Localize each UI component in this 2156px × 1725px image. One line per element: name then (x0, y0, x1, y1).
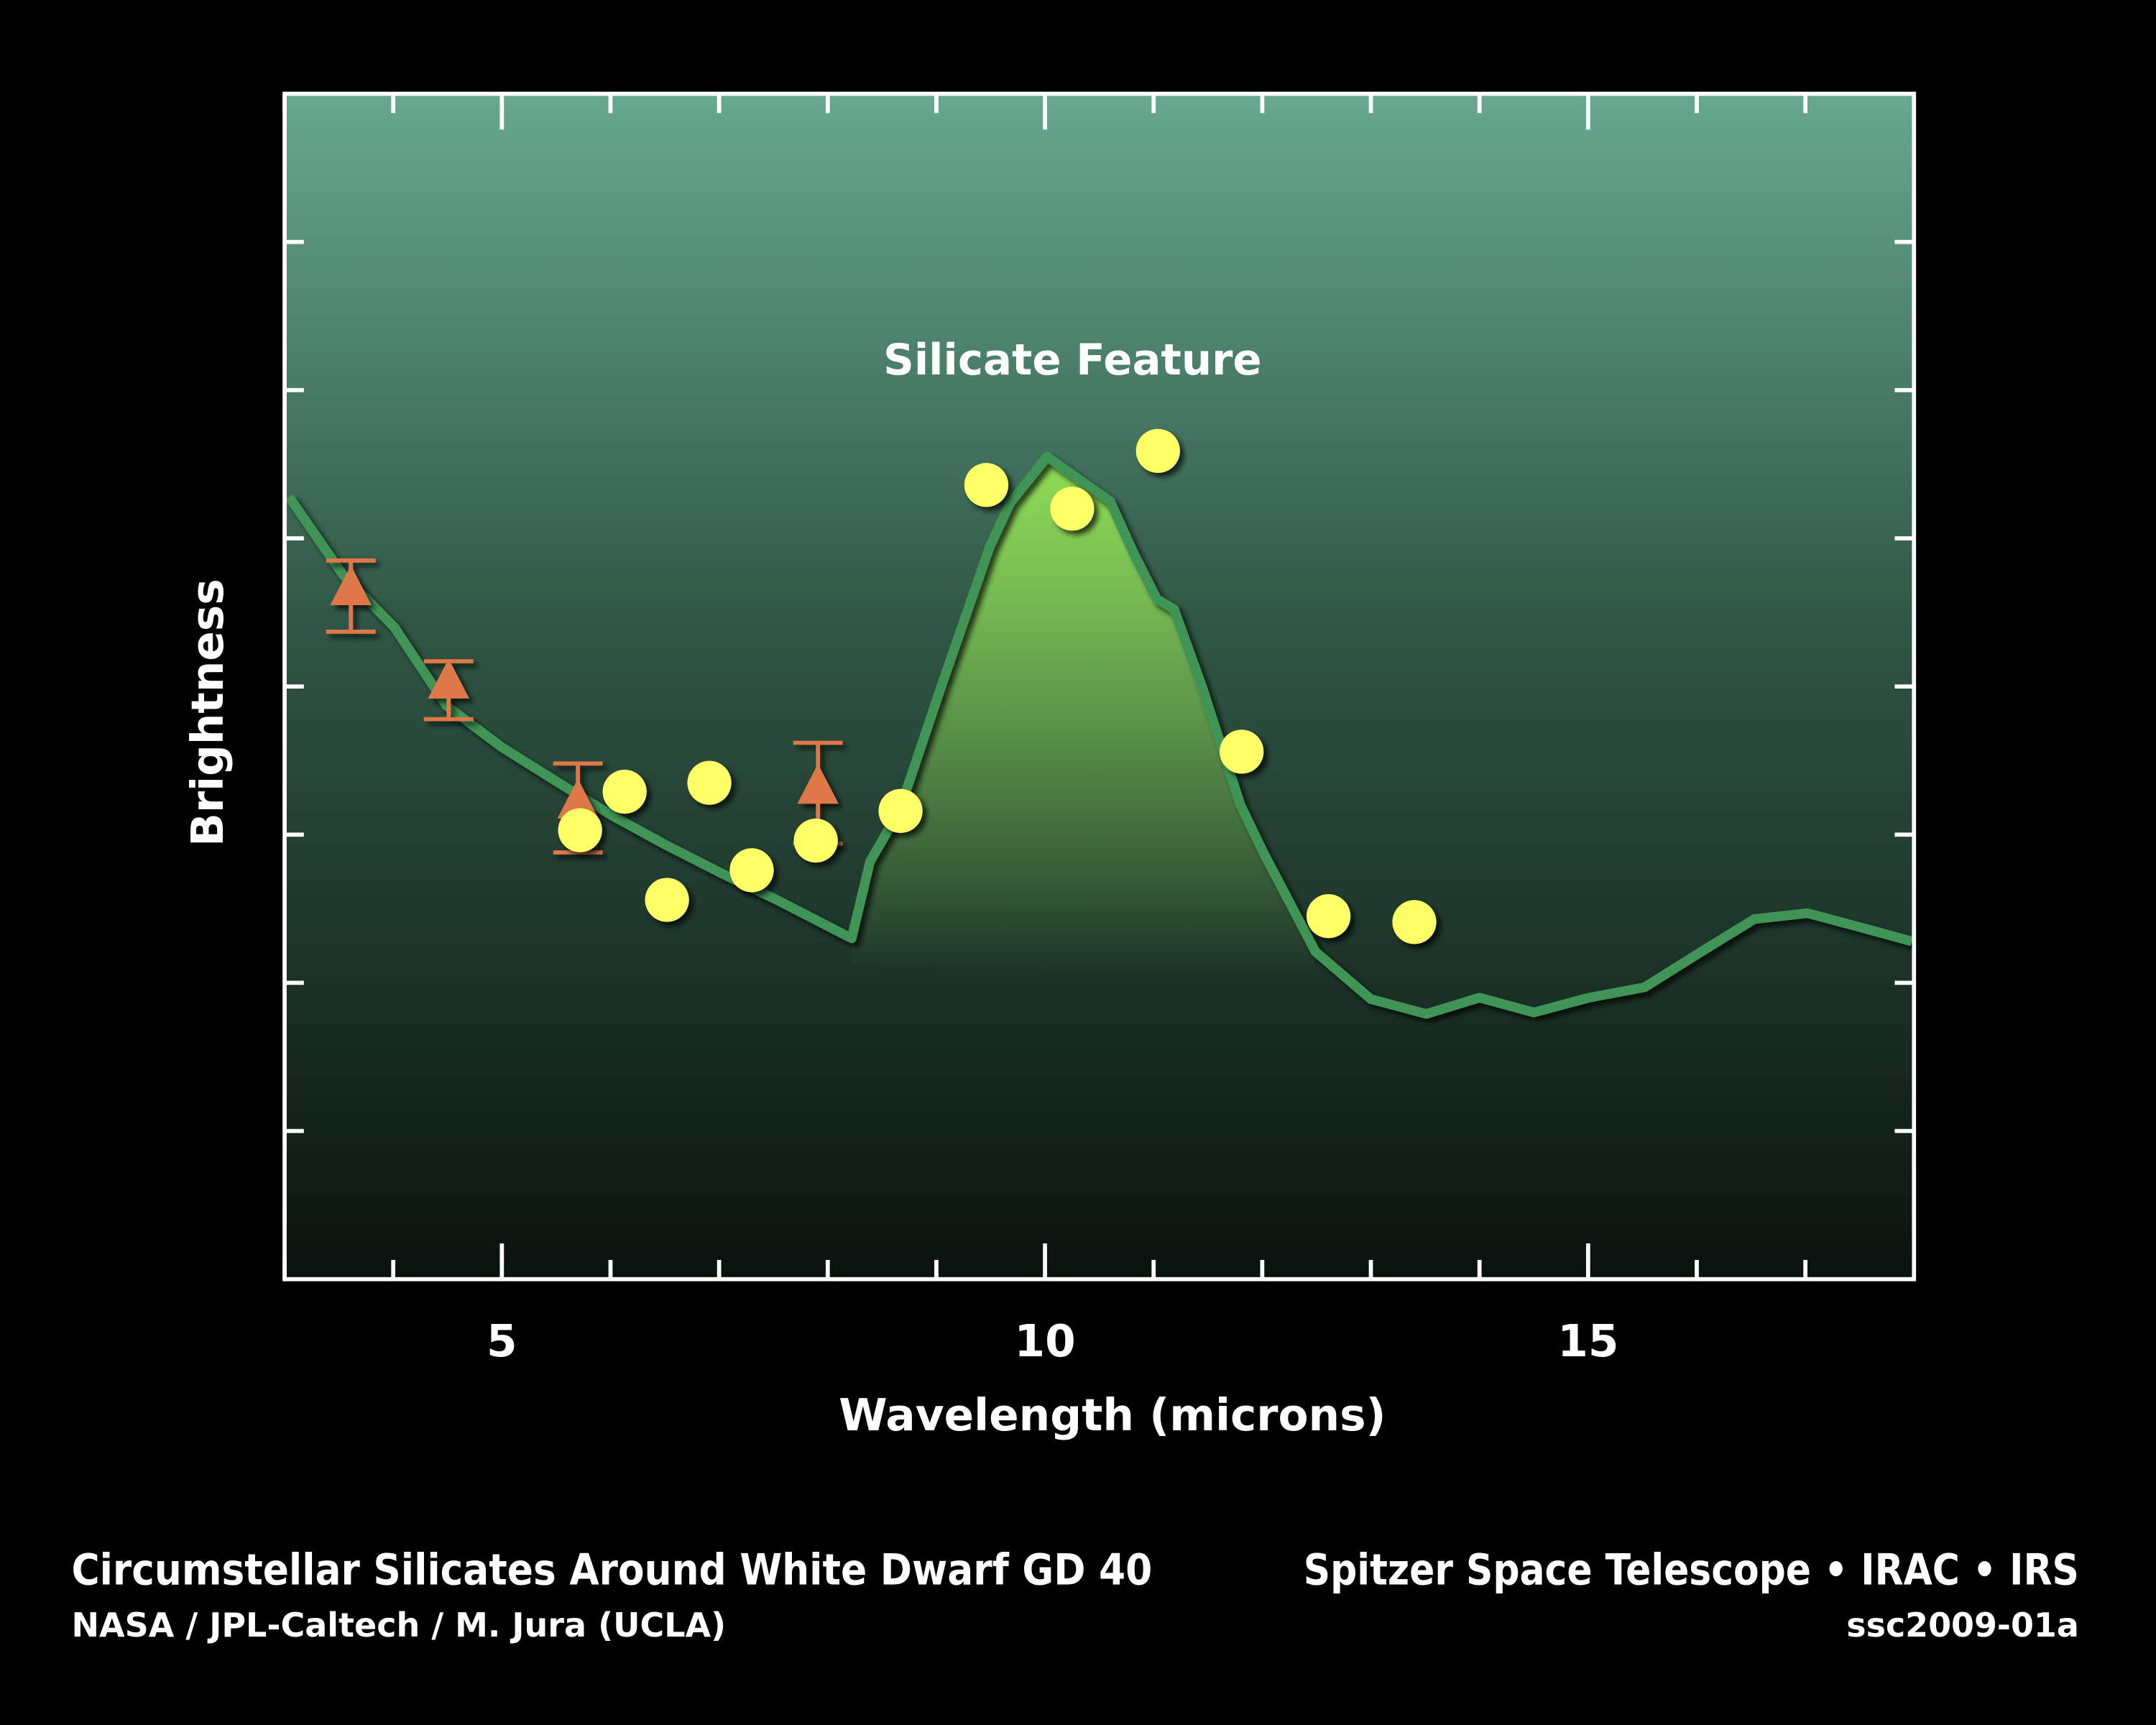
model-line (285, 451, 1914, 1019)
circle-point (1306, 894, 1351, 939)
circle-point (1220, 730, 1264, 774)
circle-markers (558, 428, 1437, 944)
circle-point (964, 463, 1009, 507)
x-axis-label: Wavelength (microns) (839, 1390, 1386, 1441)
circle-point (558, 808, 602, 852)
circle-point (793, 818, 838, 863)
circle-point (645, 878, 689, 922)
caption-credit: NASA / JPL-Caltech / M. Jura (UCLA) (71, 1606, 726, 1644)
x-tick-label: 5 (487, 1316, 517, 1367)
circle-point (729, 848, 774, 893)
triangle-point (423, 658, 474, 722)
triangle-markers (326, 558, 843, 855)
axis-ticks (282, 93, 1915, 1279)
triangle-marker (330, 565, 372, 605)
x-tick-labels: 5 10 15 (487, 1316, 1618, 1367)
circle-point (1392, 900, 1437, 944)
triangle-marker (428, 658, 469, 699)
x-tick-label: 15 (1557, 1316, 1618, 1367)
triangle-point (326, 558, 376, 634)
silicate-feature-label: Silicate Feature (883, 335, 1261, 385)
silicate-feature-fill (852, 456, 1316, 980)
triangle-marker (797, 763, 839, 804)
triangle-marker (557, 778, 599, 819)
triangle-point (553, 761, 603, 855)
circle-point (878, 788, 923, 833)
circle-point (1050, 487, 1095, 531)
y-axis-label: Brightness (183, 579, 234, 846)
caption-id: ssc2009-01a (1846, 1606, 2079, 1644)
x-tick-label: 10 (1014, 1316, 1075, 1367)
circle-point (602, 769, 647, 814)
circle-point (1135, 428, 1180, 473)
caption-instruments: Spitzer Space Telescope • IRAC • IRS (1304, 1545, 2079, 1594)
caption-title: Circumstellar Silicates Around White Dwa… (71, 1545, 1152, 1594)
circle-point (687, 760, 732, 805)
plot-frame (282, 91, 1917, 1282)
